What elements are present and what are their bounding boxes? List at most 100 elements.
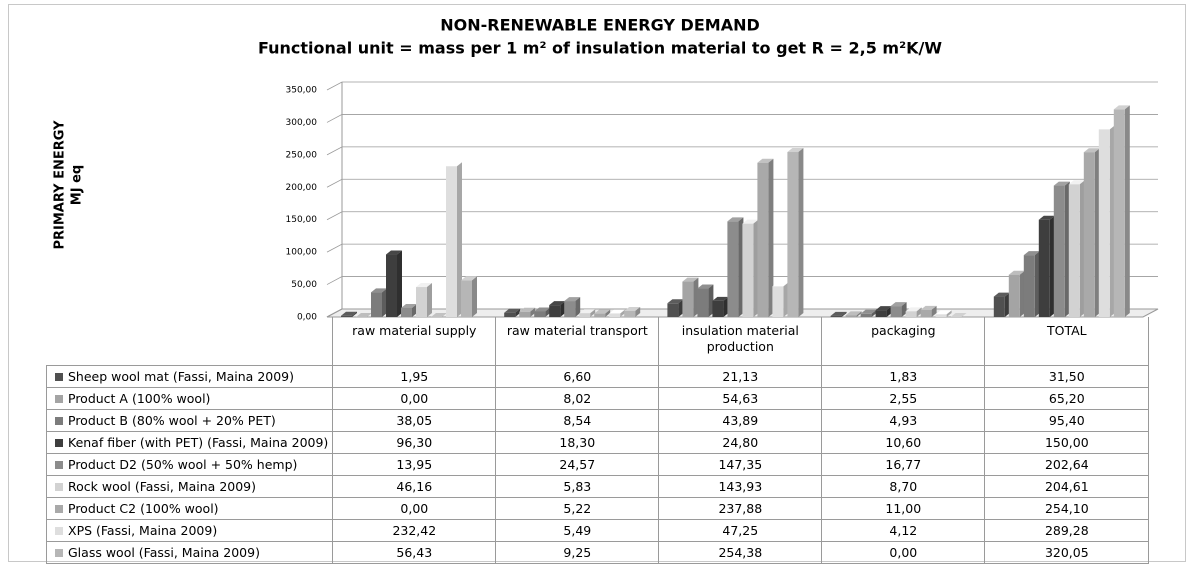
- table-cell: 18,30: [495, 431, 660, 454]
- bar: [549, 305, 561, 317]
- table-cell: 8,54: [495, 409, 660, 432]
- table-cell: 16,77: [821, 453, 986, 476]
- bar-top: [371, 288, 387, 293]
- bar: [564, 301, 576, 317]
- legend-entry: XPS (Fassi, Maina 2009): [45, 519, 334, 542]
- table-cell: 95,40: [984, 409, 1150, 432]
- table-row: Product D2 (50% wool + 50% hemp) 13,95 24,…: [45, 453, 1150, 476]
- bar-side: [798, 148, 804, 317]
- legend-entry: Product C2 (100% wool): [45, 497, 334, 520]
- bar-side: [530, 307, 536, 317]
- bar-top: [624, 307, 641, 312]
- bar-side: [575, 297, 581, 317]
- bar: [609, 313, 621, 317]
- legend-label: Rock wool (Fassi, Maina 2009): [68, 479, 257, 494]
- table-cell: 65,20: [984, 387, 1150, 410]
- bar: [461, 280, 472, 317]
- legend-entry: Product A (100% wool): [45, 387, 334, 410]
- table-cell: 9,25: [495, 541, 660, 564]
- bar-top: [682, 277, 699, 282]
- legend-label: Product C2 (100% wool): [68, 501, 219, 516]
- bar-top: [1068, 180, 1085, 185]
- legend-swatch: [55, 395, 63, 403]
- grid-line: [326, 276, 1158, 285]
- y-tick-label: 350,00: [286, 86, 318, 96]
- table-cell: 24,80: [658, 431, 823, 454]
- legend-swatch: [55, 527, 63, 535]
- bar: [1113, 109, 1125, 317]
- bar: [890, 306, 902, 317]
- bar-top: [609, 309, 626, 314]
- table-cell: 54,63: [658, 387, 823, 410]
- bar-top: [416, 283, 432, 288]
- table-cell: 204,61: [984, 475, 1150, 498]
- bar: [993, 296, 1005, 317]
- bar-side: [871, 309, 877, 317]
- table-cell: 4,93: [821, 409, 986, 432]
- table-cell: 2,55: [821, 387, 986, 410]
- bar: [386, 254, 397, 317]
- bar: [712, 300, 724, 317]
- bar-side: [916, 307, 922, 317]
- bar: [341, 315, 352, 317]
- bar-top: [579, 309, 596, 314]
- bar-top: [1053, 181, 1070, 186]
- legend-label: Kenaf fiber (with PET) (Fassi, Maina 200…: [68, 435, 329, 450]
- bar-top: [757, 158, 774, 163]
- bar-top: [1038, 215, 1055, 220]
- legend-entry: Product B (80% wool + 20% PET): [45, 409, 334, 432]
- grid-line: [326, 243, 1158, 253]
- table-cell: 289,28: [984, 519, 1150, 542]
- table-cell: 150,00: [984, 431, 1150, 454]
- bar: [446, 166, 457, 317]
- bar-side: [457, 162, 462, 317]
- y-tick-label: 100,00: [286, 248, 318, 258]
- bar-top: [386, 250, 402, 255]
- bar-side: [841, 311, 847, 317]
- bar-side: [753, 219, 759, 317]
- legend-swatch: [55, 461, 63, 469]
- bar-side: [427, 283, 432, 317]
- bar-side: [560, 301, 566, 317]
- bar-top: [787, 148, 804, 153]
- bar-top: [341, 311, 357, 316]
- table-row: Product A (100% wool) 0,00 8,02 54,63 2,55 65…: [45, 387, 1150, 410]
- bar-top: [504, 308, 521, 313]
- table-cell: 21,13: [658, 365, 823, 388]
- bar: [875, 310, 887, 317]
- bar: [787, 152, 799, 317]
- bar-side: [397, 250, 402, 317]
- table-cell: 254,10: [984, 497, 1150, 520]
- bar: [519, 311, 531, 317]
- y-tick-label: 300,00: [286, 118, 318, 128]
- bar: [845, 315, 857, 317]
- x-tick-label: TOTAL: [984, 317, 1150, 366]
- legend-label: Product A (100% wool): [68, 391, 211, 406]
- legend-swatch: [55, 505, 63, 513]
- legend-label: XPS (Fassi, Maina 2009): [68, 523, 218, 538]
- data-table: raw material supply raw material transpor…: [45, 317, 1150, 564]
- bar: [830, 315, 842, 317]
- bar-side: [723, 296, 729, 317]
- table-cell: 24,57: [495, 453, 660, 476]
- bar: [727, 221, 739, 317]
- y-axis-label: MJ eq: [70, 165, 85, 205]
- bar-side: [412, 303, 417, 317]
- bar-side: [605, 309, 611, 317]
- table-cell: 4,12: [821, 519, 986, 542]
- table-row: Kenaf fiber (with PET) (Fassi, Maina 200…: [45, 431, 1150, 454]
- table-row: Product B (80% wool + 20% PET) 38,05 8,54 4…: [45, 409, 1150, 432]
- legend-label: Product B (80% wool + 20% PET): [68, 413, 276, 428]
- bar-side: [886, 306, 892, 317]
- bar: [1038, 219, 1050, 317]
- bar-side: [635, 307, 641, 317]
- bar-top: [830, 311, 847, 316]
- bar: [772, 286, 784, 317]
- table-row: Glass wool (Fassi, Maina 2009) 56,43 9,25 2…: [45, 541, 1150, 564]
- bar-top: [1098, 125, 1115, 130]
- table-cell: 46,16: [332, 475, 497, 498]
- bar-top: [549, 301, 566, 306]
- legend-label: Glass wool (Fassi, Maina 2009): [68, 545, 260, 560]
